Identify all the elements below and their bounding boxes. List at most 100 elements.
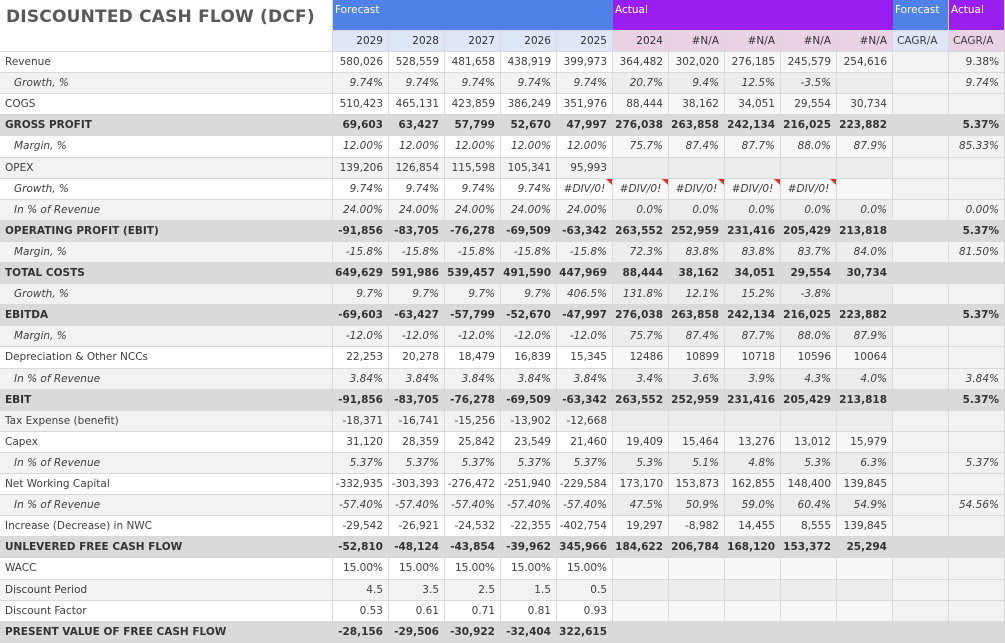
data-cell[interactable]: #DIV/0! (725, 179, 781, 200)
data-cell[interactable] (949, 558, 1005, 580)
data-cell[interactable]: -29,542 (333, 516, 389, 537)
data-cell[interactable]: 276,185 (725, 52, 781, 73)
data-cell[interactable]: 20.7% (613, 73, 669, 94)
data-cell[interactable] (837, 284, 893, 305)
data-cell[interactable] (893, 601, 949, 622)
data-cell[interactable]: 10596 (781, 347, 837, 369)
data-cell[interactable]: 491,590 (501, 263, 557, 284)
data-cell[interactable]: 263,552 (613, 221, 669, 242)
data-cell[interactable]: -63,342 (557, 390, 613, 411)
data-cell[interactable]: 5.37% (949, 305, 1005, 326)
data-cell[interactable]: 245,579 (781, 52, 837, 73)
data-cell[interactable]: 75.7% (613, 136, 669, 158)
data-cell[interactable]: 345,966 (557, 537, 613, 558)
data-cell[interactable]: 0.5 (557, 580, 613, 601)
data-cell[interactable] (893, 347, 949, 369)
data-cell[interactable]: 9.74% (557, 73, 613, 94)
data-cell[interactable]: 52,670 (501, 115, 557, 136)
data-cell[interactable]: -57.40% (333, 495, 389, 516)
data-cell[interactable]: 3.84% (333, 369, 389, 390)
data-cell[interactable]: 12.00% (389, 136, 445, 158)
data-cell[interactable]: 87.7% (725, 136, 781, 158)
data-cell[interactable]: 3.5 (389, 580, 445, 601)
data-cell[interactable]: -69,603 (333, 305, 389, 326)
data-cell[interactable]: 5.37% (949, 453, 1005, 474)
data-cell[interactable]: 364,482 (613, 52, 669, 73)
data-cell[interactable]: 88.0% (781, 326, 837, 347)
data-cell[interactable]: -12.0% (445, 326, 501, 347)
data-cell[interactable]: 24.00% (389, 200, 445, 221)
data-cell[interactable]: 72.3% (613, 242, 669, 263)
data-cell[interactable]: 87.9% (837, 136, 893, 158)
data-cell[interactable]: 242,134 (725, 305, 781, 326)
data-cell[interactable]: 406.5% (557, 284, 613, 305)
data-cell[interactable]: 84.0% (837, 242, 893, 263)
data-cell[interactable]: 13,276 (725, 432, 781, 453)
data-cell[interactable]: 5.37% (333, 453, 389, 474)
data-cell[interactable]: 9.74% (949, 73, 1005, 94)
data-cell[interactable]: -15.8% (389, 242, 445, 263)
data-cell[interactable]: 231,416 (725, 390, 781, 411)
data-cell[interactable]: 88.0% (781, 136, 837, 158)
data-cell[interactable] (669, 601, 725, 622)
data-cell[interactable]: 15.00% (333, 558, 389, 580)
data-cell[interactable] (837, 158, 893, 179)
data-cell[interactable]: 95,993 (557, 158, 613, 179)
data-cell[interactable]: 231,416 (725, 221, 781, 242)
data-cell[interactable] (837, 179, 893, 200)
data-cell[interactable]: 47.5% (613, 495, 669, 516)
data-cell[interactable]: 29,554 (781, 263, 837, 284)
data-cell[interactable]: 30,734 (837, 263, 893, 284)
data-cell[interactable]: 12.00% (557, 136, 613, 158)
data-cell[interactable]: 252,959 (669, 221, 725, 242)
data-cell[interactable]: 14,455 (725, 516, 781, 537)
data-cell[interactable]: 139,845 (837, 516, 893, 537)
data-cell[interactable] (837, 601, 893, 622)
data-cell[interactable]: 9.38% (949, 52, 1005, 73)
data-cell[interactable]: 9.7% (389, 284, 445, 305)
data-cell[interactable]: 4.3% (781, 369, 837, 390)
data-cell[interactable] (725, 558, 781, 580)
data-cell[interactable]: 0.0% (725, 200, 781, 221)
data-cell[interactable]: 12.00% (333, 136, 389, 158)
data-cell[interactable]: -43,854 (445, 537, 501, 558)
data-cell[interactable] (781, 158, 837, 179)
data-cell[interactable] (949, 432, 1005, 453)
data-cell[interactable]: -229,584 (557, 474, 613, 495)
data-cell[interactable] (949, 284, 1005, 305)
data-cell[interactable]: 15.00% (557, 558, 613, 580)
data-cell[interactable]: -12,668 (557, 411, 613, 432)
data-cell[interactable]: 83.7% (781, 242, 837, 263)
data-cell[interactable] (725, 601, 781, 622)
data-cell[interactable] (893, 326, 949, 347)
data-cell[interactable] (725, 411, 781, 432)
data-cell[interactable]: 75.7% (613, 326, 669, 347)
data-cell[interactable]: 9.7% (501, 284, 557, 305)
data-cell[interactable]: #DIV/0! (613, 179, 669, 200)
data-cell[interactable]: -13,902 (501, 411, 557, 432)
data-cell[interactable]: 20,278 (389, 347, 445, 369)
data-cell[interactable]: -22,355 (501, 516, 557, 537)
data-cell[interactable]: 25,842 (445, 432, 501, 453)
data-cell[interactable]: 5.3% (781, 453, 837, 474)
data-cell[interactable]: 481,658 (445, 52, 501, 73)
data-cell[interactable]: -402,754 (557, 516, 613, 537)
data-cell[interactable]: -332,935 (333, 474, 389, 495)
data-cell[interactable]: 0.0% (837, 200, 893, 221)
data-cell[interactable]: 4.0% (837, 369, 893, 390)
data-cell[interactable]: -57.40% (557, 495, 613, 516)
data-cell[interactable]: 87.4% (669, 136, 725, 158)
data-cell[interactable]: 3.9% (725, 369, 781, 390)
data-cell[interactable]: 0.0% (613, 200, 669, 221)
data-cell[interactable] (893, 221, 949, 242)
data-cell[interactable] (949, 347, 1005, 369)
data-cell[interactable] (949, 411, 1005, 432)
data-cell[interactable]: 12.00% (501, 136, 557, 158)
data-cell[interactable] (613, 580, 669, 601)
data-cell[interactable] (949, 601, 1005, 622)
data-cell[interactable] (893, 284, 949, 305)
data-cell[interactable]: 5.37% (445, 453, 501, 474)
data-cell[interactable]: -303,393 (389, 474, 445, 495)
data-cell[interactable] (893, 200, 949, 221)
data-cell[interactable] (669, 411, 725, 432)
